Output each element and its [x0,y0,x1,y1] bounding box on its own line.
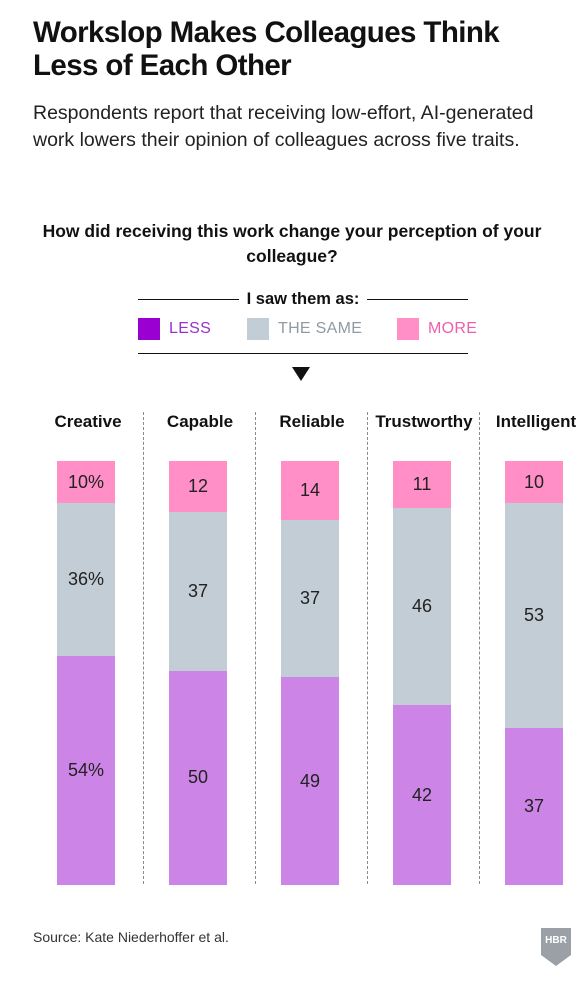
data-label: 10 [523,471,545,492]
data-label: 10% [67,471,105,492]
bar-segment-same: 37 [169,512,227,671]
data-label: 49 [299,770,321,791]
legend-item-more: MORE [397,318,477,340]
hbr-logo-text: HBR [545,935,567,946]
bar-segment-more: 10 [505,461,563,504]
column-divider [143,412,144,884]
category-label: Creative [54,412,122,431]
data-label: 46 [411,596,433,617]
data-label: 42 [411,784,433,805]
down-arrow-icon [292,367,310,381]
column-divider [479,412,480,884]
source-note: Source: Kate Niederhoffer et al. [33,929,229,945]
survey-question: How did receiving this work change your … [42,221,542,266]
bar-segment-more: 11 [393,461,451,509]
data-label: 12 [187,476,209,497]
bar-segment-more: 10% [57,461,115,504]
chart-title: Workslop Makes Colleagues Think Less of … [33,16,500,82]
hbr-logo: HBR [541,928,571,966]
legend-item-same: THE SAME [247,318,362,340]
data-label: 14 [299,480,321,501]
data-label: 11 [412,474,432,495]
legend-label-less: LESS [169,320,212,337]
bar-segment-more: 14 [281,461,339,521]
column-divider [367,412,368,884]
legend-item-less: LESS [138,318,211,340]
data-label: 50 [187,767,209,788]
category-label: Reliable [279,412,345,431]
data-label: 36% [67,569,105,590]
legend-label-same: THE SAME [278,320,363,337]
bar-segment-less: 37 [505,728,563,885]
legend: LESS THE SAME MORE [138,318,478,340]
legend-rule-right [367,299,469,300]
bar-segment-less: 50 [169,670,227,885]
data-label: 37 [523,796,545,817]
legend-bottom-rule [138,353,468,354]
legend-header: I saw them as: [138,290,469,309]
data-label: 54% [67,760,105,780]
legend-swatch-same [247,318,269,340]
data-label: 37 [187,581,209,602]
data-label: 53 [523,605,545,626]
data-label: 37 [299,588,321,609]
chart-subtitle: Respondents report that receiving low-ef… [33,102,534,151]
legend-swatch-more [397,318,419,340]
category-label: Capable [166,412,234,431]
bar-segment-less: 49 [281,677,339,885]
bar-segment-same: 36% [57,503,115,657]
legend-label-more: MORE [428,320,478,337]
bar-segment-same: 37 [281,520,339,678]
legend-title: I saw them as: [246,290,360,308]
legend-rule-left [138,299,239,300]
category-label: Intelligent [495,412,577,431]
category-label: Trustworthy [375,412,473,431]
bar-segment-more: 12 [169,461,227,513]
column-divider [255,412,256,884]
bar-segment-less: 54% [57,656,115,885]
bar-segment-same: 53 [505,503,563,729]
bar-segment-same: 46 [393,508,451,706]
legend-swatch-less [138,318,160,340]
bar-segment-less: 42 [393,705,451,885]
